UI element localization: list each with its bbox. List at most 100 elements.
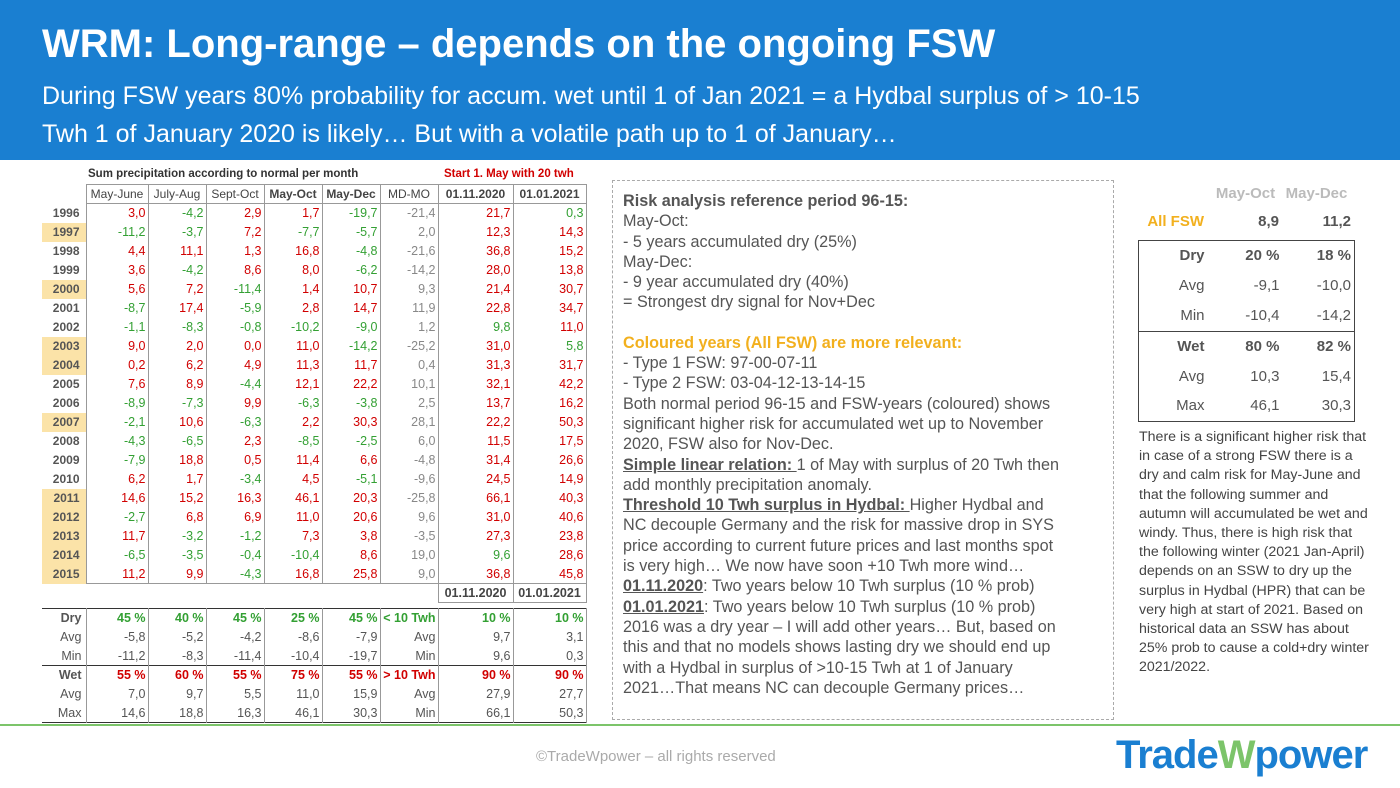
data-cell: -2,1	[85, 412, 149, 432]
text-line: price according to current future prices…	[623, 536, 1054, 555]
column-header: May-Oct	[263, 184, 323, 204]
stat-cell: 40 %	[147, 608, 207, 628]
data-cell: 17,5	[512, 431, 587, 451]
year-cell: 2007	[42, 412, 86, 432]
data-cell: 12,1	[263, 374, 323, 394]
data-cell: -4,2	[147, 203, 207, 223]
row-label: Min	[1180, 307, 1205, 324]
stat-cell: Avg	[379, 627, 439, 647]
text-line: Simple linear relation: 1 of May with su…	[623, 455, 1103, 475]
year-cell: 2004	[42, 355, 86, 375]
data-cell: -9,6	[379, 469, 439, 489]
data-cell: 9,0	[379, 564, 439, 584]
stat-cell: Min	[379, 646, 439, 666]
all-fsw-label: All FSW	[1147, 212, 1204, 230]
text-line: - 5 years accumulated dry (25%)	[623, 232, 857, 251]
data-cell: -3,5	[147, 545, 207, 565]
column-header: 01.11.2020	[437, 583, 514, 603]
data-cell: 11,5	[437, 431, 514, 451]
data-cell: -4,8	[379, 450, 439, 470]
logo-text: power	[1254, 733, 1368, 777]
empty-cell	[264, 584, 322, 603]
year-cell: 2015	[42, 564, 86, 584]
stat-cell: 50,3	[512, 703, 587, 723]
year-cell: 1999	[52, 263, 80, 277]
data-cell: 20,3	[321, 488, 381, 508]
data-cell: 30,3	[321, 412, 381, 432]
year-cell: 2008	[52, 434, 80, 448]
year-cell: 2003	[42, 336, 86, 356]
data-cell: 24,5	[437, 469, 514, 489]
table-row: 1999 3,6 -4,2 8,6 8,0 -6,2 -14,2 28,0 13,8	[42, 260, 587, 280]
col-header: May-Oct	[1215, 184, 1276, 202]
text-line: - Type 2 FSW: 03-04-12-13-14-15	[623, 374, 866, 393]
data-cell: -5,1	[321, 469, 381, 489]
year-cell: 2009	[52, 453, 80, 467]
data-cell: 0,4	[379, 355, 439, 375]
cell: -9,1	[1253, 277, 1280, 294]
data-cell: -21,6	[379, 241, 439, 261]
copyright: ©TradeWpower – all rights reserved	[536, 748, 776, 765]
data-cell: 4,9	[205, 355, 265, 375]
data-cell: -4,2	[147, 260, 207, 280]
column-header: 01.01.2021	[512, 184, 587, 204]
data-cell: -19,7	[321, 203, 381, 223]
data-cell: 17,4	[147, 298, 207, 318]
stat-cell: 7,0	[85, 684, 149, 704]
table-row: 2002 -1,1 -8,3 -0,8 -10,2 -9,0 1,2 9,8 11,0	[42, 317, 587, 337]
data-cell: 12,3	[437, 222, 514, 242]
data-cell: -7,7	[263, 222, 323, 242]
data-cell: 18,8	[147, 450, 207, 470]
data-cell: 7,6	[85, 374, 149, 394]
data-cell: 8,6	[321, 545, 381, 565]
text-line: 2016 was a dry year – I will add other y…	[623, 617, 1056, 636]
text-line: Threshold 10 Twh surplus in Hydbal: High…	[623, 495, 1103, 515]
table-row: 2008 -4,3 -6,5 2,3 -8,5 -2,5 6,0 11,5 17,5	[42, 431, 587, 451]
text-line: - 9 year accumulated dry (40%)	[623, 273, 849, 292]
text-line: 2020, FSW also for Nov-Dec.	[623, 435, 834, 454]
data-cell: 22,8	[437, 298, 514, 318]
data-cell: 11,0	[263, 507, 323, 527]
coloured-years-heading: Coloured years (All FSW) are more releva…	[623, 333, 963, 352]
data-cell: -0,4	[205, 545, 265, 565]
table-row: 2010 6,2 1,7 -3,4 4,5 -5,1 -9,6 24,5 14,9	[42, 469, 587, 489]
table-row: 2004 0,2 6,2 4,9 11,3 11,7 0,4 31,3 31,7	[42, 355, 587, 375]
column-header: 01.01.2021	[512, 583, 587, 603]
footer-divider	[0, 724, 1400, 726]
stat-cell: -5,2	[147, 627, 207, 647]
data-cell: -3,4	[205, 469, 265, 489]
stat-cell: -11,4	[205, 646, 265, 666]
title-banner: WRM: Long-range – depends on the ongoing…	[0, 0, 1400, 160]
data-cell: 28,1	[379, 412, 439, 432]
stat-cell: 9,7	[147, 684, 207, 704]
table-row: 2005 7,6 8,9 -4,4 12,1 22,2 10,1 32,1 42,2	[42, 374, 587, 394]
data-cell: 2,2	[263, 412, 323, 432]
column-header: May-June	[85, 184, 149, 204]
data-cell: 6,0	[379, 431, 439, 451]
data-cell: -1,2	[205, 526, 265, 546]
text-line: is very high… We now have soon +10 Twh m…	[623, 557, 1025, 576]
year-cell: 2002	[52, 320, 80, 334]
data-cell: 2,5	[379, 393, 439, 413]
table-row: 2012 -2,7 6,8 6,9 11,0 20,6 9,6 31,0 40,6	[42, 507, 587, 527]
data-cell: -25,8	[379, 488, 439, 508]
underlined-label: Simple linear relation:	[623, 455, 797, 474]
stat-cell: 3,1	[512, 627, 587, 647]
underlined-label: 01.01.2021	[623, 597, 705, 616]
data-cell: -8,5	[263, 431, 323, 451]
stat-cell: 15,9	[321, 684, 381, 704]
row-label: Avg	[1178, 367, 1205, 385]
dry-label: Dry	[1179, 247, 1205, 265]
column-header: MD-MO	[379, 184, 439, 204]
table-row: 2014 -6,5 -3,5 -0,4 -10,4 8,6 19,0 9,6 28,6	[42, 545, 587, 565]
data-cell: 16,3	[205, 488, 265, 508]
stat-row: Min -11,2 -8,3 -11,4 -10,4 -19,7 Min 9,6 0,3	[42, 646, 587, 666]
data-cell: 27,3	[437, 526, 514, 546]
data-cell: 30,7	[512, 279, 587, 299]
stat-cell: -19,7	[321, 646, 381, 666]
year-cell: 2011	[42, 488, 86, 508]
cell: 46,1	[1250, 397, 1280, 415]
stat-row: Avg -5,8 -5,2 -4,2 -8,6 -7,9 Avg 9,7 3,1	[42, 627, 587, 647]
empty-cell	[42, 584, 86, 603]
data-cell: 45,8	[512, 564, 587, 584]
